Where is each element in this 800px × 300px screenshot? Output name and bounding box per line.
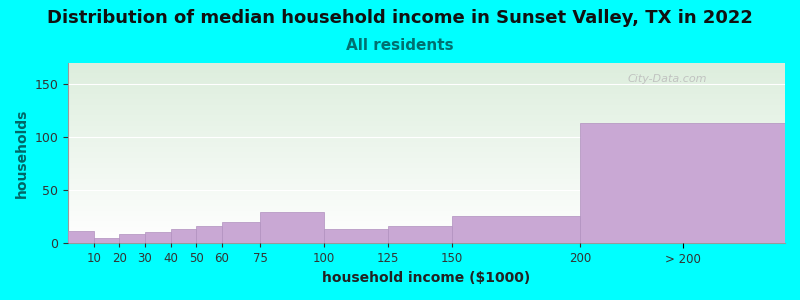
Text: Distribution of median household income in Sunset Valley, TX in 2022: Distribution of median household income … bbox=[47, 9, 753, 27]
Bar bbox=[145, 232, 170, 243]
Text: All residents: All residents bbox=[346, 38, 454, 52]
Bar bbox=[222, 222, 260, 243]
Bar bbox=[324, 229, 388, 243]
Bar bbox=[580, 124, 785, 243]
Text: City-Data.com: City-Data.com bbox=[627, 74, 706, 84]
Bar bbox=[119, 234, 145, 243]
Bar bbox=[94, 238, 119, 243]
Bar bbox=[260, 212, 324, 243]
Bar bbox=[170, 229, 196, 243]
Y-axis label: households: households bbox=[15, 109, 29, 198]
Bar bbox=[196, 226, 222, 243]
X-axis label: household income ($1000): household income ($1000) bbox=[322, 271, 530, 285]
Bar bbox=[388, 226, 452, 243]
Bar bbox=[68, 231, 94, 243]
Bar bbox=[452, 216, 580, 243]
